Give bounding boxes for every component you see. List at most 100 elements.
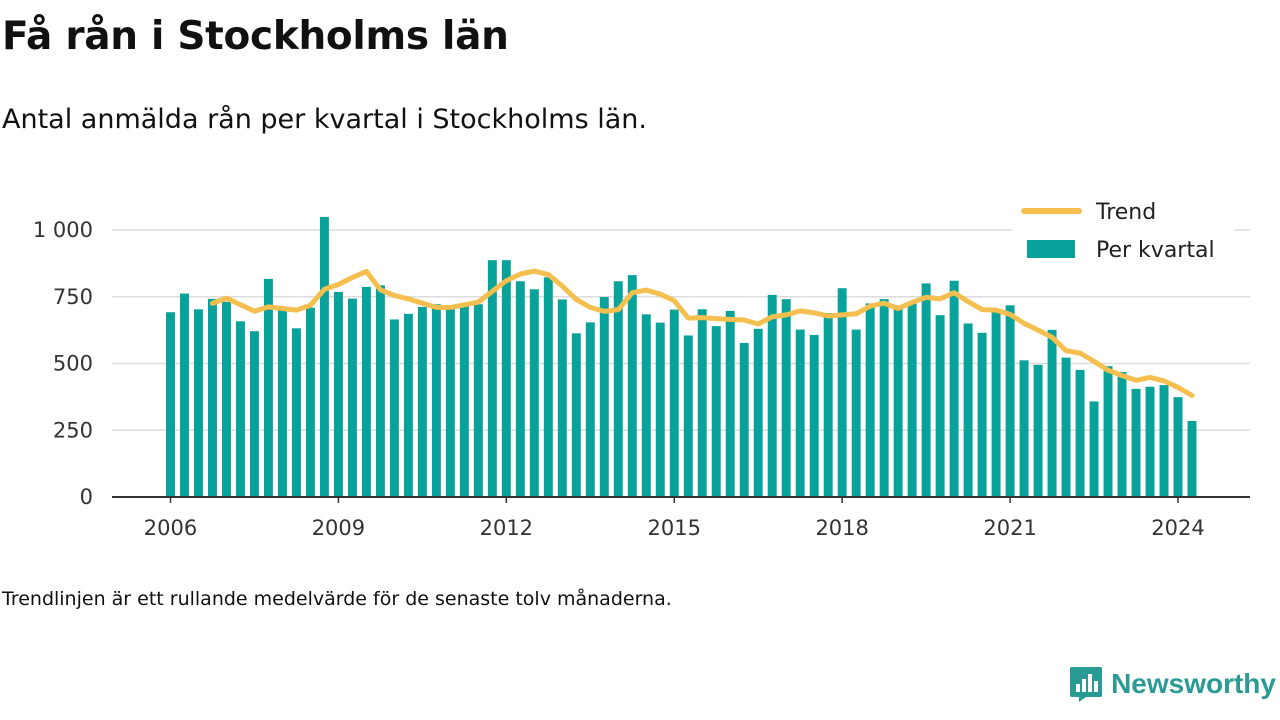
bar [613,281,623,497]
bar [893,306,903,497]
bar [655,322,665,497]
bar [683,335,693,497]
bar [1033,364,1043,497]
bar [935,315,945,497]
bar [1005,305,1015,497]
bar [361,286,371,497]
bar [543,277,553,497]
x-tick-label: 2018 [815,516,868,540]
bar [1103,366,1113,497]
bar [263,278,273,497]
bar [1019,360,1029,497]
newsworthy-logo-icon [1070,667,1103,702]
brand-logo[interactable]: Newsworthy [1069,664,1276,704]
bar [837,288,847,497]
bar [753,328,763,497]
bar [879,299,889,497]
bar [585,322,595,497]
x-tick-label: 2006 [144,516,197,540]
bar-series-per-kvartal [166,216,1197,498]
bar [529,289,539,497]
bar [725,310,735,497]
bar [375,285,385,497]
x-tick-label: 2021 [983,516,1036,540]
bar [977,332,987,497]
y-tick-label: 250 [53,418,93,442]
bar [1089,401,1099,497]
bar [599,297,609,497]
x-tick-label: 2012 [480,516,533,540]
bar [1173,397,1183,497]
bar [571,333,581,497]
bar [697,309,707,497]
bar [208,298,217,497]
bar [795,329,805,497]
bar [403,313,413,497]
bar [641,314,651,497]
bar [501,260,511,497]
x-axis-ticks: 2006 2009 2012 2015 2018 2021 2024 [144,497,1205,540]
bar [389,319,399,497]
footnote: Trendlinjen är ett rullande medelvärde f… [2,588,672,610]
bar [305,307,315,497]
bar [1117,372,1127,497]
bar [627,275,637,497]
bar [347,298,357,497]
chart-area: 0 250 500 750 1 000 2006 2009 2012 2015 2018 2021… [33,194,1250,540]
bar [781,299,791,497]
legend-bar-label: Per kvartal [1096,238,1215,263]
bar [166,312,175,497]
bar [487,260,497,497]
chart-title: Få rån i Stockholms län [2,14,509,59]
bar [921,283,931,497]
bar [1159,385,1169,497]
bar [907,302,917,497]
bar [459,305,469,497]
bar [249,331,259,497]
bar [1145,386,1155,497]
x-tick-label: 2009 [312,516,365,540]
legend-bar-swatch [1027,240,1075,258]
bar [823,313,833,497]
y-axis-ticks: 0 250 500 750 1 000 [33,218,93,509]
bar [949,280,959,497]
bar [865,303,875,497]
bar [431,304,441,497]
bar [557,299,567,497]
bar [235,321,245,497]
legend-background [1012,194,1234,272]
x-tick-label: 2015 [648,516,701,540]
bar [1075,369,1085,497]
bar [473,304,483,497]
legend-trend-label: Trend [1095,200,1156,225]
bar [767,294,777,497]
bar [963,323,973,497]
bar [1061,357,1071,497]
bar [319,216,329,498]
bar [1047,329,1057,497]
y-tick-label: 500 [53,352,93,376]
bar [291,328,301,497]
y-tick-label: 0 [80,485,93,509]
bar [1131,388,1141,497]
bar [194,309,203,497]
x-tick-label: 2024 [1151,516,1204,540]
y-tick-label: 750 [53,285,93,309]
bar [277,309,287,497]
bar [669,309,679,497]
bar [739,342,749,497]
y-tick-label: 1 000 [33,218,93,242]
chart-subtitle: Antal anmälda rån per kvartal i Stockhol… [2,104,647,135]
trend-line [210,268,1195,398]
bar [809,334,819,497]
bar [445,305,455,497]
bar [851,329,861,497]
bar [515,281,525,497]
line-series-trend [210,268,1195,398]
bar [1187,420,1197,497]
bar [221,301,231,497]
bar [417,306,427,497]
bar [333,291,343,497]
legend: Trend Per kvartal [1012,194,1234,272]
bar [991,310,1001,497]
